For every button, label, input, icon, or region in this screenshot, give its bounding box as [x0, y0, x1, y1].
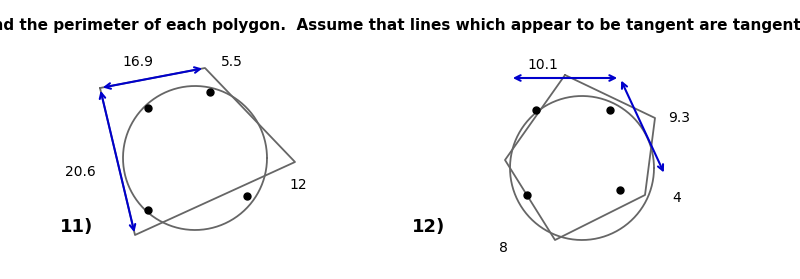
Text: 20.6: 20.6: [66, 165, 96, 179]
Text: 11): 11): [60, 218, 94, 236]
Text: Find the perimeter of each polygon.  Assume that lines which appear to be tangen: Find the perimeter of each polygon. Assu…: [0, 18, 800, 33]
Text: 9.3: 9.3: [668, 111, 690, 125]
Text: 16.9: 16.9: [122, 55, 154, 69]
Text: 10.1: 10.1: [527, 58, 558, 72]
Text: 12): 12): [412, 218, 446, 236]
Text: 5.5: 5.5: [221, 55, 243, 69]
Text: 8: 8: [498, 241, 507, 255]
Text: 12: 12: [289, 178, 306, 192]
Text: 4: 4: [672, 191, 681, 205]
